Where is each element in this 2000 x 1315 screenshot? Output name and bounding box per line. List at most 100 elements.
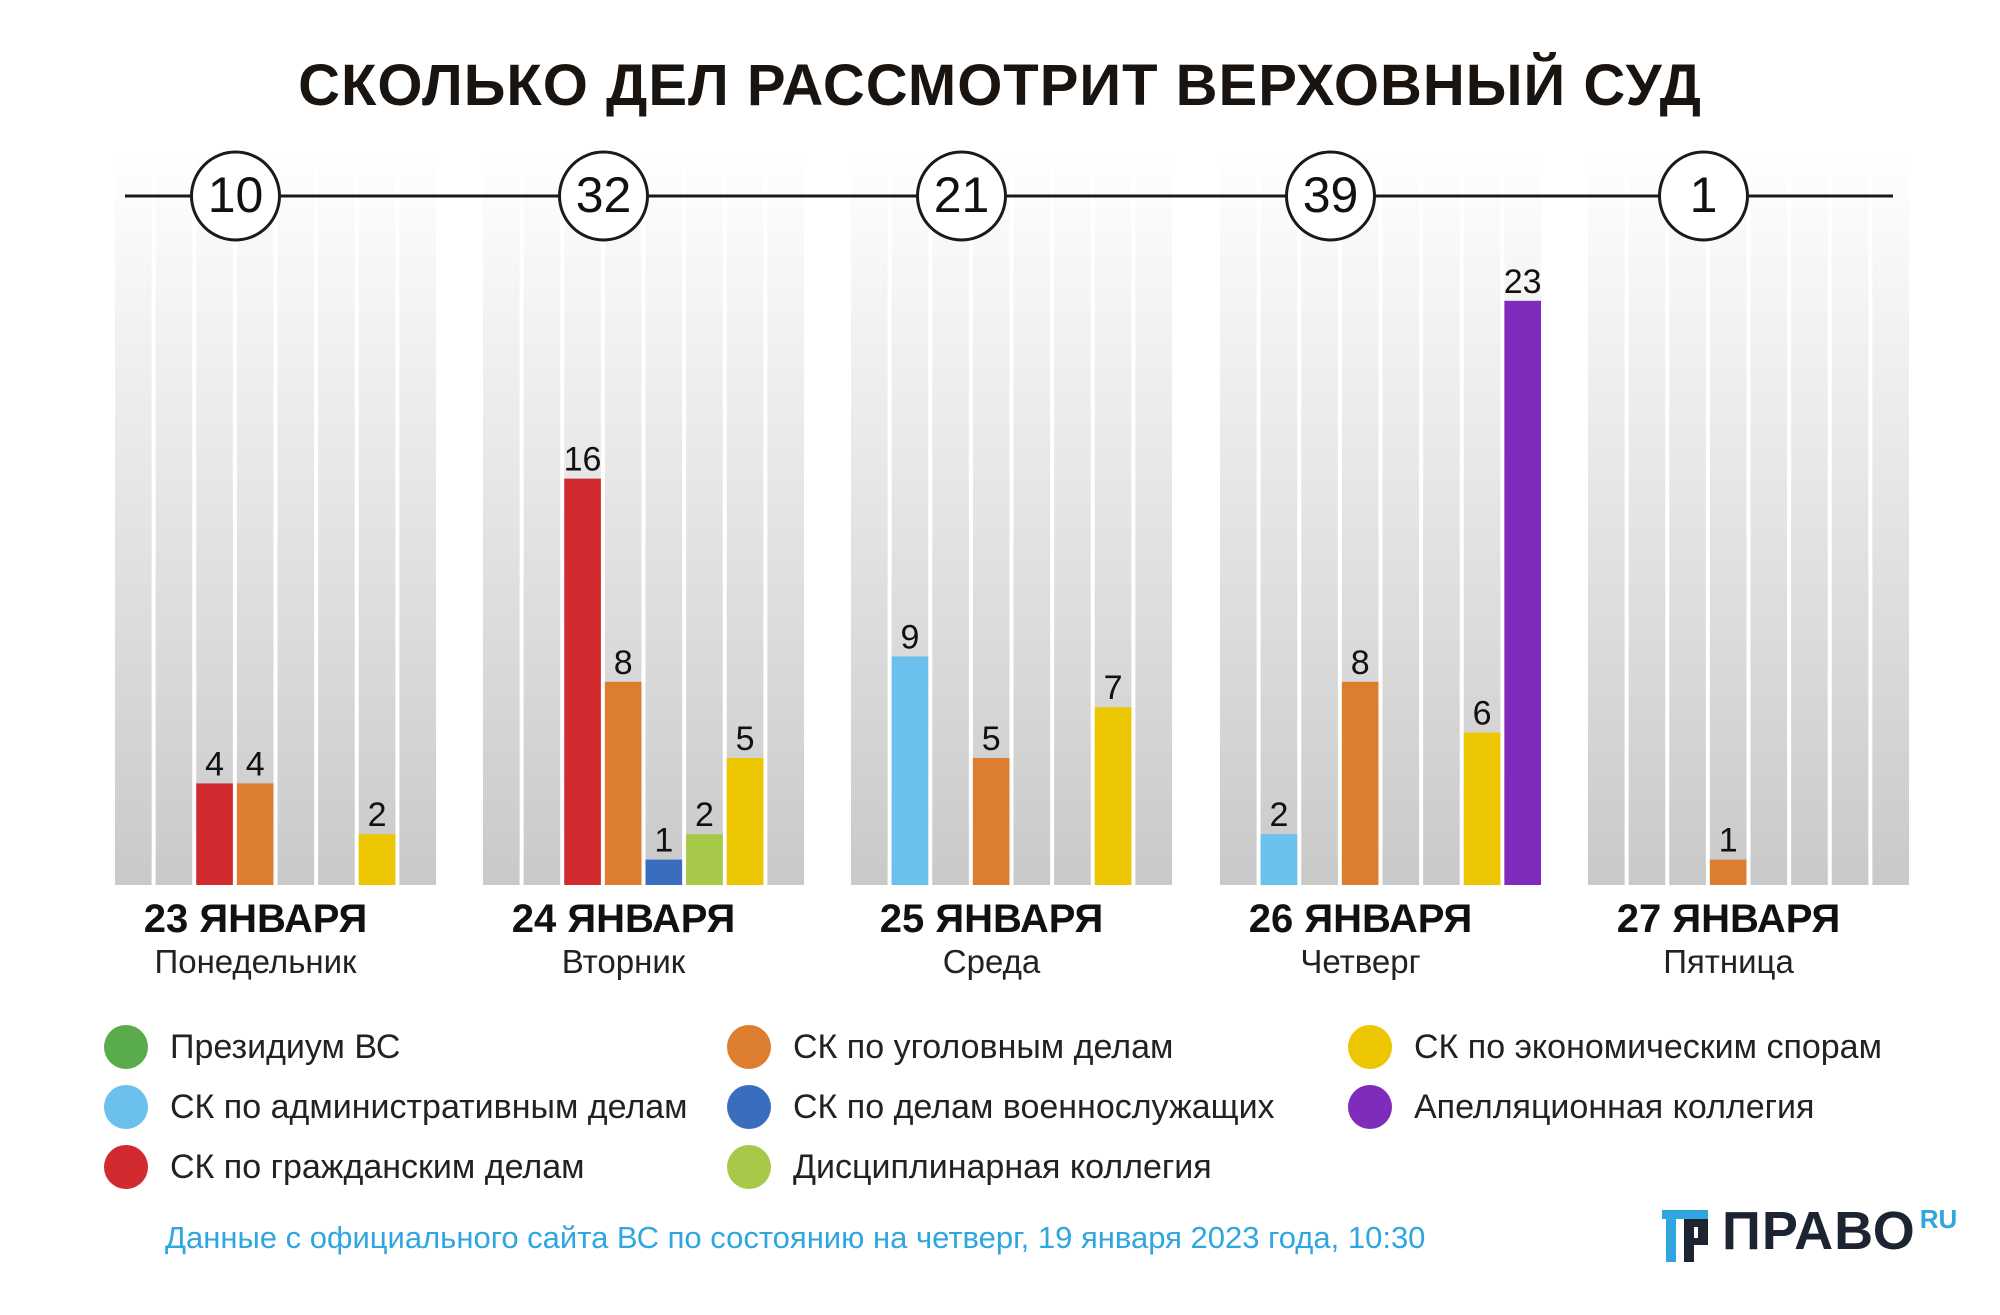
background-column (155, 150, 193, 885)
day-date-label: 25 ЯНВАРЯ (880, 897, 1103, 941)
legend-label: СК по уголовным делам (793, 1027, 1174, 1066)
background-column (277, 150, 315, 885)
background-column (1588, 150, 1625, 885)
background-column (1872, 150, 1909, 885)
bar-value-label: 16 (564, 441, 602, 479)
bar-value-label: 8 (1351, 644, 1370, 682)
bar-value-label: 4 (246, 745, 265, 783)
legend-label: СК по делам военнослужащих (793, 1087, 1275, 1126)
pravo-logo-icon (1662, 1210, 1708, 1262)
legend-item-civil: СК по гражданским делам (104, 1142, 585, 1192)
background-column (1423, 150, 1460, 885)
bar-appeal (1504, 300, 1541, 885)
day-total-label: 21 (934, 167, 990, 223)
day-weekday-label: Вторник (562, 943, 686, 980)
background-column (523, 150, 561, 885)
bar-military (645, 859, 683, 885)
background-column (851, 150, 888, 885)
background-column (1301, 150, 1338, 885)
day-date-label: 24 ЯНВАРЯ (512, 897, 735, 941)
bar-value-label: 9 (900, 618, 919, 656)
day-total-circle (916, 150, 1007, 242)
legend-color-dot (727, 1145, 771, 1189)
day-total-circle (558, 150, 649, 242)
day-weekday-label: Понедельник (155, 943, 358, 980)
day-total-circle (1658, 150, 1749, 242)
bar-value-label: 5 (736, 720, 755, 758)
bar-value-label: 1 (654, 822, 673, 860)
pravo-ru-logo: ПРАВО RU (1662, 1200, 1957, 1262)
bar-criminal (1341, 681, 1379, 885)
source-note: Данные с официального сайта ВС по состоя… (165, 1220, 1426, 1255)
legend-label: Апелляционная коллегия (1414, 1087, 1815, 1126)
day-weekday-label: Среда (943, 943, 1041, 980)
bar-criminal (972, 758, 1010, 885)
day-date-label: 23 ЯНВАРЯ (144, 897, 367, 941)
legend-color-dot (1348, 1085, 1392, 1129)
bar-admin (1260, 834, 1298, 885)
day-date-label: 26 ЯНВАРЯ (1249, 897, 1472, 941)
legend-color-dot (104, 1025, 148, 1069)
background-column (483, 150, 520, 885)
legend-color-dot (1348, 1025, 1392, 1069)
background-column (1709, 150, 1747, 885)
bar-criminal (1709, 859, 1747, 885)
background-column (1054, 150, 1091, 885)
bar-disciplinary (686, 834, 723, 885)
bar-value-label: 23 (1504, 263, 1542, 301)
legend-item-admin: СК по административным делам (104, 1082, 688, 1132)
day-weekday-label: Четверг (1300, 943, 1420, 980)
background-column (399, 150, 436, 885)
legend-item-criminal: СК по уголовным делам (727, 1022, 1173, 1072)
background-column (767, 150, 804, 885)
background-column (1220, 150, 1257, 885)
legend-item-economic: СК по экономическим спорам (1348, 1022, 1882, 1072)
legend-color-dot (104, 1145, 148, 1189)
legend-color-dot (104, 1085, 148, 1129)
background-column (1669, 150, 1706, 885)
bar-civil (196, 783, 233, 885)
legend-item-appeal: Апелляционная коллегия (1348, 1082, 1814, 1132)
bar-economic (358, 834, 396, 885)
background-column (1382, 150, 1420, 885)
background-column (1260, 150, 1298, 885)
day-total-label: 32 (576, 167, 632, 223)
legend-item-presidium: Президиум ВС (104, 1022, 400, 1072)
bar-economic (726, 758, 764, 885)
background-column (1628, 150, 1666, 885)
bar-civil (564, 478, 601, 885)
background-column (115, 150, 152, 885)
logo-suffix: RU (1919, 1204, 1958, 1234)
bar-value-label: 7 (1104, 669, 1123, 707)
bar-criminal (236, 783, 274, 885)
legend-label: Президиум ВС (170, 1027, 401, 1066)
day-date-label: 27 ЯНВАРЯ (1617, 897, 1840, 941)
legend-item-military: СК по делам военнослужащих (727, 1082, 1275, 1132)
legend-label: Дисциплинарная коллегия (793, 1147, 1212, 1186)
chart-title: СКОЛЬКО ДЕЛ РАССМОТРИТ ВЕРХОВНЫЙ СУД (298, 53, 1702, 118)
bar-value-label: 4 (205, 745, 224, 783)
day-total-label: 10 (208, 167, 264, 223)
bar-value-label: 8 (614, 644, 633, 682)
day-total-label: 1 (1690, 167, 1718, 223)
background-column (1135, 150, 1172, 885)
bar-value-label: 2 (695, 796, 714, 834)
bar-value-label: 2 (1269, 796, 1288, 834)
bar-economic (1463, 732, 1501, 885)
bar-value-label: 2 (368, 796, 387, 834)
bar-value-label: 1 (1719, 822, 1738, 860)
background-column (196, 150, 233, 885)
logo-wordmark: ПРАВО (1722, 1201, 1916, 1261)
background-column (236, 150, 274, 885)
day-total-label: 39 (1303, 167, 1359, 223)
legend-item-disciplinary: Дисциплинарная коллегия (727, 1142, 1212, 1192)
bar-value-label: 6 (1473, 695, 1492, 733)
legend-label: СК по административным делам (170, 1087, 688, 1126)
background-column (1831, 150, 1869, 885)
day-total-circle (190, 150, 281, 242)
background-column (318, 150, 355, 885)
day-total-circle (1285, 150, 1376, 242)
legend-label: СК по экономическим спорам (1414, 1027, 1882, 1066)
background-column (645, 150, 683, 885)
